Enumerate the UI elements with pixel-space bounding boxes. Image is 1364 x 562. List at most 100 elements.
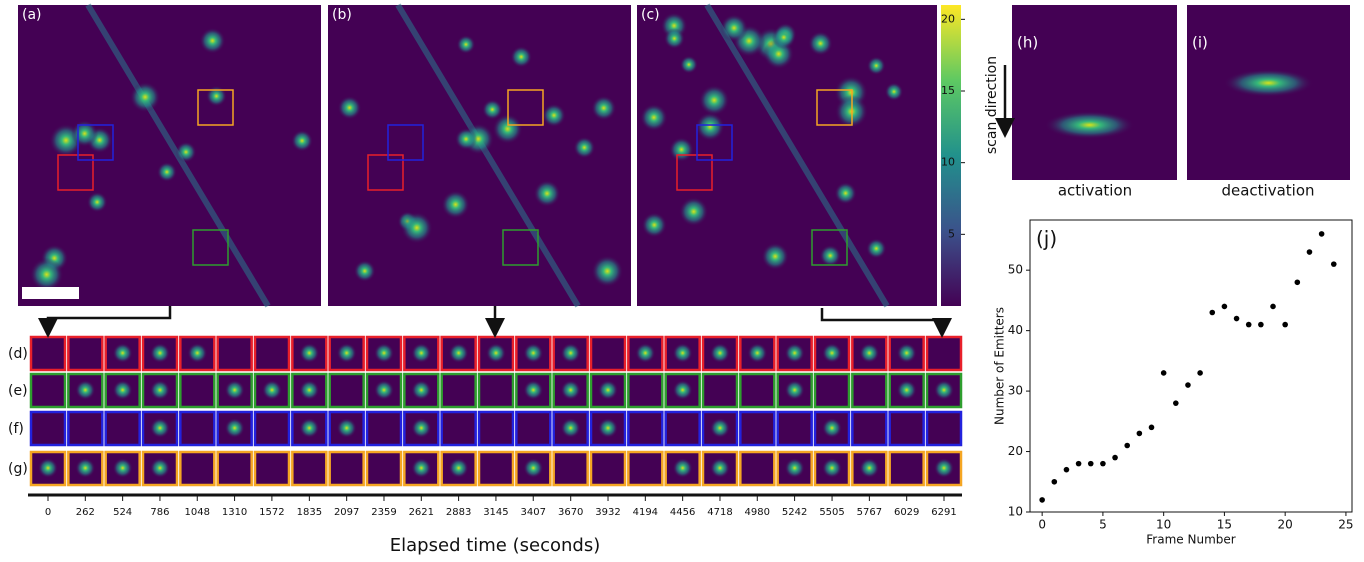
emitter <box>441 190 470 219</box>
thumbnail <box>739 450 776 487</box>
thumbnail <box>589 450 627 487</box>
emitter <box>533 180 561 207</box>
time-tick-label: 4718 <box>707 507 732 518</box>
emitter <box>448 458 469 478</box>
emitter <box>448 343 469 363</box>
thumbnail <box>67 335 104 372</box>
emitter <box>112 380 133 400</box>
time-tick-label: 1835 <box>297 507 322 518</box>
emitter <box>523 458 544 478</box>
time-tick-label: 5242 <box>782 507 807 518</box>
emitter <box>784 380 805 400</box>
emitter <box>156 162 177 182</box>
emitter <box>112 343 133 363</box>
emitter <box>492 113 523 144</box>
y-tick-label: 10 <box>1008 505 1023 519</box>
point <box>1173 400 1179 406</box>
roi-box <box>367 154 404 191</box>
connectors <box>38 65 1015 338</box>
emitter <box>456 35 476 54</box>
thumbnail <box>67 372 104 409</box>
filament <box>395 3 581 308</box>
emitter <box>866 56 886 76</box>
emitter <box>374 380 394 400</box>
thumbnail <box>925 410 963 447</box>
y-tick-label: 20 <box>1008 444 1023 458</box>
thumbnail <box>29 335 67 372</box>
time-tick-label: 3145 <box>483 507 508 518</box>
time-tick-label: 1310 <box>222 507 247 518</box>
thumbnail <box>739 410 776 447</box>
thumbnail <box>888 372 925 409</box>
emitter <box>353 260 376 282</box>
arrow <box>820 308 952 338</box>
point <box>1221 303 1228 310</box>
emitter <box>573 136 596 159</box>
emitter <box>400 211 433 244</box>
thumbnail <box>104 335 141 372</box>
filament <box>704 3 890 308</box>
emitter <box>71 120 99 148</box>
thumbnail <box>627 410 664 447</box>
emitter <box>206 85 227 107</box>
panel-label: (a) <box>22 7 42 23</box>
thumbnail <box>515 410 552 447</box>
emitter <box>299 343 320 363</box>
emitter <box>523 380 544 400</box>
thumbnail <box>216 410 253 447</box>
point <box>1100 460 1106 467</box>
colorbar-tick-label: 20 <box>941 12 955 25</box>
x-tick-label: 0 <box>1038 518 1046 532</box>
thumbnail <box>851 372 888 409</box>
thumbnail <box>328 410 365 447</box>
time-tick-label: 2097 <box>334 507 359 518</box>
emitter <box>859 343 880 363</box>
emitter <box>808 31 833 56</box>
time-tick-label: 5505 <box>819 507 844 518</box>
time-tick-label: 4980 <box>745 507 770 518</box>
thumbnail <box>253 450 291 487</box>
emitter <box>866 238 887 259</box>
emitter <box>150 418 170 438</box>
roi-box <box>387 124 424 161</box>
time-axis-label: Elapsed time (seconds) <box>390 535 600 556</box>
point <box>1039 497 1045 503</box>
thumbnail <box>365 335 403 372</box>
time-tick-label: 6291 <box>931 507 956 518</box>
thumbnail <box>365 372 403 409</box>
point <box>1306 249 1313 255</box>
thumbnail <box>776 410 813 447</box>
thumbnail <box>664 335 701 372</box>
thumbnail <box>851 410 888 447</box>
thumbnail <box>888 410 925 447</box>
thumbnail <box>29 410 67 447</box>
emitter <box>224 418 245 438</box>
thumbnail <box>776 450 813 487</box>
emitter <box>75 458 96 478</box>
thumbnail <box>141 410 179 447</box>
emitter <box>199 27 226 54</box>
x-tick-label: 25 <box>1338 518 1353 532</box>
emitter <box>560 380 581 400</box>
thumbnail <box>291 450 328 487</box>
x-tick-label: 5 <box>1099 518 1107 532</box>
panel-label: (j) <box>1036 227 1057 251</box>
time-tick-label: 4456 <box>670 507 695 518</box>
thumbnail <box>552 450 589 487</box>
emitter <box>710 343 730 363</box>
time-tick-label: 3407 <box>521 507 546 518</box>
emitter <box>299 380 320 400</box>
point <box>1197 370 1203 376</box>
thumbnail <box>67 410 104 447</box>
emitter <box>411 343 432 363</box>
thumbnail <box>253 335 291 372</box>
time-tick-label: 1572 <box>259 507 284 518</box>
roi-box <box>676 154 713 191</box>
emitter <box>747 343 768 363</box>
roi-box <box>507 89 544 126</box>
emitter <box>591 255 624 288</box>
emitter <box>679 55 698 74</box>
time-tick-label: 5767 <box>857 507 882 518</box>
thumbnail <box>813 450 851 487</box>
